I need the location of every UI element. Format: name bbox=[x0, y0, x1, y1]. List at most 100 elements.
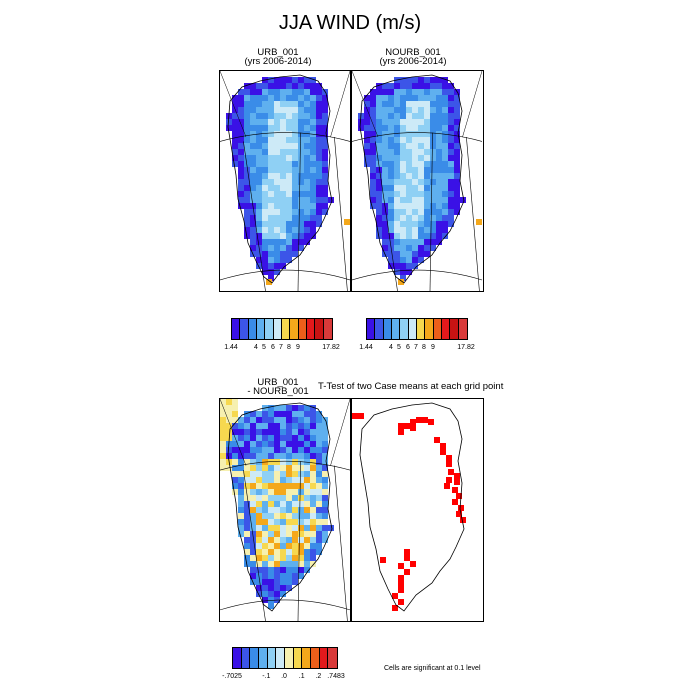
grid-cell bbox=[322, 429, 328, 435]
grid-cell bbox=[292, 215, 298, 221]
grid-cell bbox=[256, 251, 262, 257]
significant-cell bbox=[446, 477, 452, 483]
grid-cell bbox=[238, 441, 244, 447]
grid-cell bbox=[394, 83, 400, 89]
grid-cell bbox=[316, 155, 322, 161]
grid-cell bbox=[238, 459, 244, 465]
grid-cell bbox=[304, 149, 310, 155]
grid-cell bbox=[286, 101, 292, 107]
grid-cell bbox=[310, 209, 316, 215]
grid-cell bbox=[268, 251, 274, 257]
grid-cell bbox=[286, 495, 292, 501]
significant-cell bbox=[392, 605, 398, 611]
grid-cell bbox=[364, 107, 370, 113]
grid-cell bbox=[430, 89, 436, 95]
grid-cell bbox=[454, 167, 460, 173]
grid-cell bbox=[268, 197, 274, 203]
grid-cell bbox=[244, 191, 250, 197]
grid-cell bbox=[268, 465, 274, 471]
significant-cell bbox=[398, 587, 404, 593]
grid-cell bbox=[268, 549, 274, 555]
grid-cell bbox=[250, 179, 256, 185]
grid-cell bbox=[406, 185, 412, 191]
grid-cell bbox=[286, 167, 292, 173]
grid-cell bbox=[298, 411, 304, 417]
grid-cell bbox=[424, 119, 430, 125]
grid-cell bbox=[292, 435, 298, 441]
grid-cell bbox=[400, 77, 406, 83]
grid-cell bbox=[268, 411, 274, 417]
grid-cell bbox=[316, 125, 322, 131]
grid-cell bbox=[322, 191, 328, 197]
grid-cell bbox=[310, 531, 316, 537]
grid-cell bbox=[436, 113, 442, 119]
grid-cell bbox=[232, 399, 238, 405]
grid-cell bbox=[292, 113, 298, 119]
grid-cell bbox=[256, 179, 262, 185]
colorbar-tick-label: 1.44 bbox=[359, 344, 373, 351]
grid-cell bbox=[250, 471, 256, 477]
grid-cell bbox=[262, 477, 268, 483]
grid-cell bbox=[268, 89, 274, 95]
grid-cell bbox=[274, 101, 280, 107]
grid-cell bbox=[250, 113, 256, 119]
grid-cell bbox=[436, 161, 442, 167]
grid-cell bbox=[256, 173, 262, 179]
grid-cell bbox=[280, 113, 286, 119]
grid-cell bbox=[448, 125, 454, 131]
significant-cell bbox=[456, 511, 462, 517]
colorbar-swatch bbox=[367, 319, 376, 339]
grid-cell bbox=[382, 101, 388, 107]
grid-cell bbox=[412, 107, 418, 113]
grid-cell bbox=[256, 543, 262, 549]
grid-cell bbox=[394, 155, 400, 161]
grid-cell bbox=[370, 173, 376, 179]
grid-cell bbox=[286, 119, 292, 125]
grid-cell bbox=[304, 89, 310, 95]
grid-cell bbox=[382, 113, 388, 119]
grid-cell bbox=[424, 143, 430, 149]
grid-cell bbox=[322, 155, 328, 161]
grid-cell bbox=[418, 167, 424, 173]
grid-cell bbox=[262, 513, 268, 519]
grid-cell bbox=[238, 447, 244, 453]
grid-cell bbox=[250, 239, 256, 245]
grid-cell bbox=[256, 531, 262, 537]
grid-cell bbox=[448, 221, 454, 227]
grid-cell bbox=[262, 239, 268, 245]
grid-cell bbox=[256, 167, 262, 173]
grid-cell bbox=[268, 155, 274, 161]
significant-cell bbox=[410, 561, 416, 567]
grid-cell bbox=[430, 119, 436, 125]
grid-cell bbox=[262, 137, 268, 143]
grid-cell bbox=[418, 257, 424, 263]
grid-cell bbox=[406, 269, 412, 275]
grid-cell bbox=[286, 435, 292, 441]
colorbar-swatch bbox=[232, 319, 241, 339]
grid-cell bbox=[274, 567, 280, 573]
grid-cell bbox=[304, 507, 310, 513]
grid-cell bbox=[316, 215, 322, 221]
grid-cell bbox=[250, 215, 256, 221]
grid-cell bbox=[262, 233, 268, 239]
grid-cell bbox=[286, 483, 292, 489]
grid-cell bbox=[418, 215, 424, 221]
grid-cell bbox=[250, 435, 256, 441]
grid-cell bbox=[454, 203, 460, 209]
significant-cell bbox=[358, 413, 364, 419]
grid-cell bbox=[286, 441, 292, 447]
colorbar-swatch bbox=[319, 648, 329, 668]
grid-cell bbox=[244, 543, 250, 549]
grid-cell bbox=[286, 227, 292, 233]
grid-cell bbox=[430, 83, 436, 89]
grid-cell bbox=[430, 167, 436, 173]
grid-cell bbox=[406, 137, 412, 143]
grid-cell bbox=[448, 131, 454, 137]
grid-cell bbox=[418, 101, 424, 107]
grid-cell bbox=[358, 119, 364, 125]
grid-cell bbox=[244, 537, 250, 543]
grid-cell bbox=[436, 233, 442, 239]
grid-cell bbox=[232, 429, 238, 435]
grid-cell bbox=[400, 131, 406, 137]
grid-cell bbox=[316, 453, 322, 459]
